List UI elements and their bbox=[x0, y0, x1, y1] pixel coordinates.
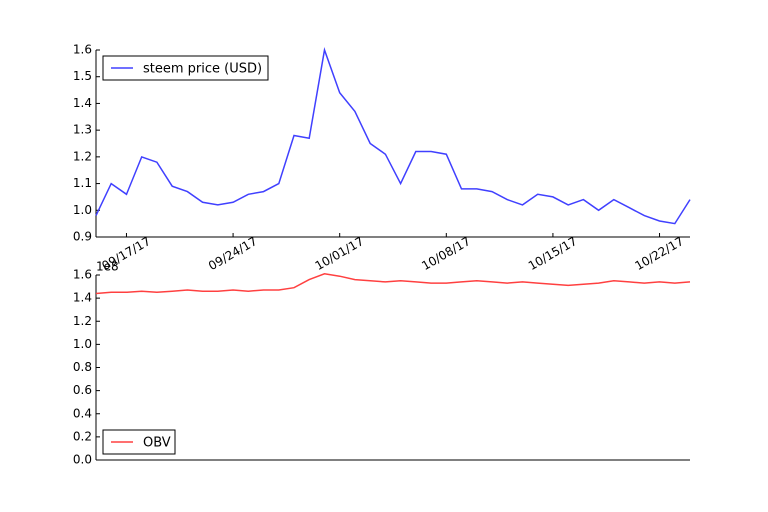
x-tick-label: 10/22/17 bbox=[632, 234, 686, 273]
legend-label: steem price (USD) bbox=[143, 62, 262, 77]
x-tick-label: 10/15/17 bbox=[526, 234, 580, 273]
y-tick-label: 0.9 bbox=[73, 230, 92, 244]
y-tick-label: 1.6 bbox=[73, 268, 92, 282]
series-line bbox=[95, 47, 691, 225]
y-tick-label: 1.6 bbox=[73, 43, 92, 57]
y-tick-label: 1.4 bbox=[73, 96, 92, 110]
x-tick-label: 10/01/17 bbox=[313, 234, 367, 273]
x-tick-label: 10/08/17 bbox=[419, 234, 473, 273]
legend-label: OBV bbox=[143, 436, 171, 451]
y-tick-label: 0.6 bbox=[73, 383, 92, 397]
y-tick-label: 1.0 bbox=[73, 337, 92, 351]
y-tick-label: 1.2 bbox=[73, 149, 92, 163]
offset-text: 1e8 bbox=[96, 260, 119, 274]
y-tick-label: 0.8 bbox=[73, 360, 92, 374]
y-tick-label: 1.1 bbox=[73, 176, 92, 190]
x-tick-label: 09/24/17 bbox=[206, 234, 260, 273]
series-line bbox=[95, 273, 691, 295]
y-tick-label: 1.4 bbox=[73, 291, 92, 305]
y-tick-label: 0.0 bbox=[73, 453, 92, 467]
y-tick-label: 1.5 bbox=[73, 69, 92, 83]
y-tick-label: 0.4 bbox=[73, 406, 92, 420]
y-tick-label: 1.0 bbox=[73, 203, 92, 217]
y-tick-label: 1.3 bbox=[73, 123, 92, 137]
y-tick-label: 0.2 bbox=[73, 429, 92, 443]
y-tick-label: 1.2 bbox=[73, 314, 92, 328]
